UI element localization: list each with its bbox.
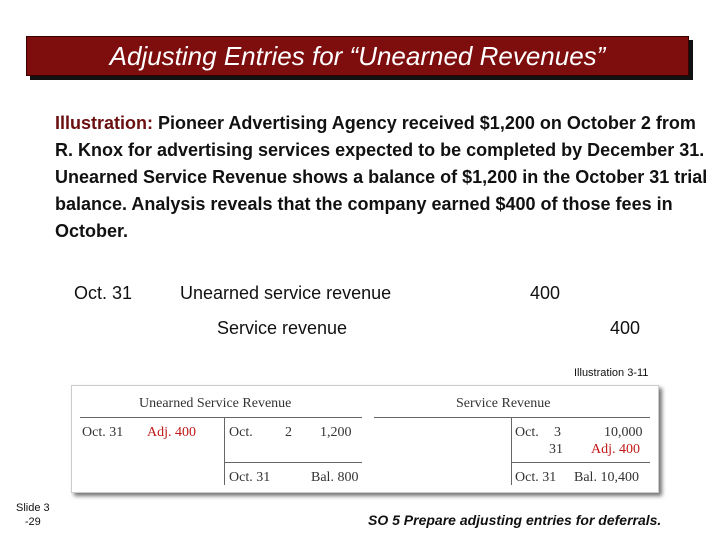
unearned-credit-date: Oct. — [229, 425, 253, 440]
illustration-text: Pioneer Advertising Agency received $1,2… — [55, 113, 708, 241]
je-credit-amount: 400 — [610, 318, 641, 338]
service-balance-line — [511, 462, 650, 463]
unearned-credit-day: 2 — [285, 425, 292, 440]
title-bar: Adjusting Entries for “Unearned Revenues… — [26, 36, 689, 76]
figure-label: Illustration 3-11 — [574, 367, 649, 379]
unearned-balance: Bal. 800 — [311, 470, 359, 485]
unearned-vline — [224, 417, 225, 485]
illustration-label: Illustration: — [55, 113, 153, 133]
study-objective: SO 5 Prepare adjusting entries for defer… — [368, 512, 662, 528]
service-credit-month: Oct. — [515, 425, 539, 440]
unearned-credit-amount: 1,200 — [320, 425, 352, 440]
page-title: Adjusting Entries for “Unearned Revenues… — [109, 41, 606, 71]
slide-number-line2: -29 — [24, 516, 41, 528]
je-debit-amount: 400 — [530, 283, 561, 303]
slide-number: Slide 3 -29 — [16, 501, 50, 529]
service-credit-amount2: Adj. 400 — [591, 442, 640, 457]
service-vline — [511, 417, 512, 485]
unearned-hline — [80, 417, 362, 418]
unearned-debit-date: Oct. 31 — [82, 425, 124, 440]
unearned-balance-line — [224, 462, 362, 463]
service-balance-date: Oct. 31 — [515, 470, 557, 485]
unearned-debit-entry: Adj. 400 — [147, 425, 196, 440]
je-credit-account: Service revenue — [217, 318, 348, 338]
service-title: Service Revenue — [456, 396, 551, 411]
service-credit-day1: 3 — [554, 425, 561, 440]
t-accounts-figure: Unearned Service Revenue Oct. 31 Adj. 40… — [71, 385, 659, 493]
slide-number-line1: Slide 3 — [16, 502, 50, 514]
unearned-title: Unearned Service Revenue — [139, 396, 292, 411]
service-credit-amount1: 10,000 — [604, 425, 643, 440]
je-date: Oct. 31 — [74, 283, 133, 303]
service-credit-day2: 31 — [549, 442, 563, 457]
service-balance: Bal. 10,400 — [574, 470, 639, 485]
unearned-balance-date: Oct. 31 — [229, 470, 271, 485]
service-hline — [374, 417, 650, 418]
illustration-paragraph: Illustration: Pioneer Advertising Agency… — [55, 110, 715, 245]
je-debit-account: Unearned service revenue — [180, 283, 392, 303]
